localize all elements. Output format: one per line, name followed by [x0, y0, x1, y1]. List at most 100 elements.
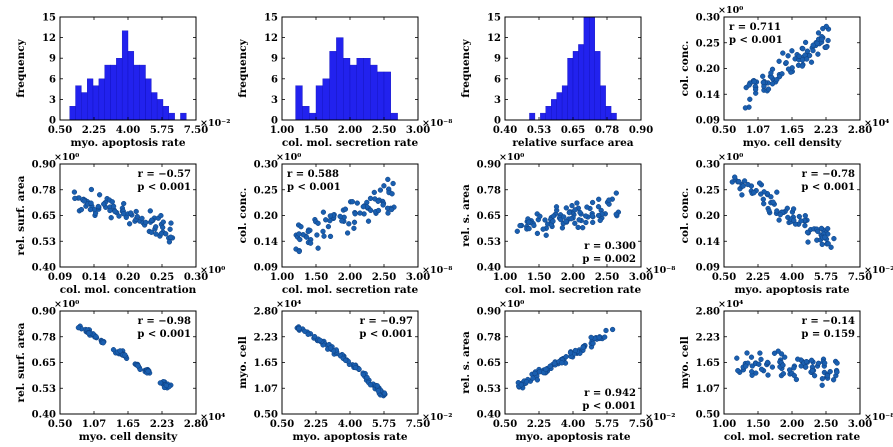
y-axis-label: frequency — [15, 38, 27, 97]
x-multiplier: ×10⁰ — [200, 265, 225, 276]
scatter-point — [561, 214, 567, 220]
y-tick-label: 15 — [42, 13, 56, 24]
y-axis-label: myo. cell — [237, 336, 249, 388]
x-tick-label: 1.00 — [270, 125, 294, 136]
scatter-point — [791, 372, 797, 379]
x-tick-label: 1.00 — [270, 272, 294, 283]
scatter-point — [551, 360, 558, 366]
scatter-point — [584, 204, 590, 210]
y-axis-label: frequency — [460, 38, 472, 97]
hist-bar — [540, 112, 546, 121]
chart-p3: 0.40 0.53 0.65 0.78 0.90 0 3 6 9 12 15 relative sur… — [460, 13, 653, 150]
x-axis-label: myo. apoptosis rate — [70, 137, 185, 149]
y-tick-label: 0.14 — [696, 90, 720, 101]
correlation-r-label: r = −0.14 — [802, 316, 855, 327]
scatter-point — [802, 222, 808, 229]
scatter-point — [580, 225, 586, 231]
x-tick-label: 5.75 — [814, 272, 838, 283]
scatter-point — [128, 210, 134, 216]
hist-bar — [556, 92, 563, 121]
scatter-point — [590, 340, 596, 347]
y-tick-label: 0 — [271, 116, 278, 127]
chart-p5: 0.09 0.14 0.20 0.25 0.30 0.40 0.53 0.65 0.78 0.90… — [15, 152, 225, 296]
scatter-point — [606, 197, 612, 203]
scatter-point — [758, 366, 765, 372]
scatter-point — [580, 344, 586, 350]
scatter-point — [342, 206, 349, 212]
x-tick-label: 0.65 — [561, 125, 585, 136]
scatter-point — [567, 350, 574, 356]
scatter-point — [815, 30, 822, 36]
scatter-point — [590, 219, 596, 226]
hist-bar — [561, 85, 568, 121]
scatter-point — [302, 328, 308, 334]
x-tick-label: 4.00 — [561, 419, 585, 430]
x-tick-label: 4.00 — [780, 272, 804, 283]
x-multiplier: ×10⁴ — [200, 412, 225, 423]
y-axis-label: rel. s. area — [460, 331, 472, 394]
y-tick-label: 3 — [271, 95, 278, 106]
y-tick-label: 6 — [271, 74, 278, 85]
y-tick-label: 0 — [494, 116, 501, 127]
scatter-point — [385, 176, 391, 183]
chart-p7: 1.00 1.50 2.00 2.50 3.00 0.40 0.53 0.65 0.78 0.90… — [460, 152, 675, 296]
hist-bar — [551, 99, 557, 121]
scatter-point — [71, 189, 78, 195]
scatter-point — [734, 355, 740, 361]
scatter-point — [380, 202, 386, 208]
scatter-point — [809, 368, 816, 374]
scatter-point — [122, 352, 128, 358]
scatter-point — [87, 206, 94, 213]
x-tick-label: 0.53 — [527, 125, 551, 136]
chart-p1: 0.50 2.25 4.00 5.75 7.50 0 3 6 9 12 15 myo. apoptos… — [15, 13, 230, 150]
scatter-point — [780, 362, 786, 368]
scatter-point — [158, 230, 164, 237]
scatter-point — [768, 70, 774, 76]
scatter-point — [574, 200, 580, 206]
x-tick-label: 2.00 — [338, 125, 362, 136]
x-tick-label: 2.50 — [372, 125, 396, 136]
y-tick-label: 2.80 — [254, 307, 278, 318]
x-tick-label: 7.50 — [406, 419, 430, 430]
y-tick-label: 0.50 — [254, 410, 278, 421]
y-tick-label: 0 — [49, 116, 56, 127]
hist-bar — [363, 58, 371, 121]
x-tick-label: 1.65 — [116, 419, 140, 430]
hist-bar — [377, 71, 385, 121]
scatter-point — [514, 228, 520, 234]
scatter-point — [139, 215, 145, 222]
scatter-point — [735, 367, 741, 374]
y-tick-label: 0.90 — [477, 307, 501, 318]
scatter-point — [160, 224, 166, 231]
hist-bar — [86, 78, 94, 121]
x-tick-label: 2.50 — [595, 272, 619, 283]
chart-p12: 1.00 1.50 2.00 2.50 3.00 0.50 1.07 1.65 2.23 2.80… — [679, 299, 893, 443]
scatter-point — [791, 217, 797, 224]
x-tick-label: 2.00 — [561, 272, 585, 283]
scatter-point — [798, 218, 804, 224]
x-tick-label: 2.23 — [814, 125, 838, 136]
y-axis-label: rel. s. area — [460, 184, 472, 247]
x-axis-label: myo. cell density — [79, 431, 178, 443]
scatter-point — [760, 79, 766, 86]
scatter-point — [517, 222, 523, 229]
scatter-point — [126, 221, 133, 227]
scatter-point — [523, 379, 530, 385]
scatter-point — [597, 217, 603, 224]
scatter-point — [804, 56, 810, 62]
y-tick-label: 1.65 — [696, 358, 720, 369]
correlation-r-label: r = 0.300 — [584, 241, 636, 252]
scatter-point — [320, 228, 326, 235]
scatter-point — [744, 350, 750, 356]
scatter-point — [303, 234, 310, 240]
scatter-point — [550, 213, 557, 219]
correlation-r-label: r = −0.57 — [138, 169, 191, 180]
hist-bar — [529, 112, 536, 121]
hist-bar — [168, 112, 175, 121]
scatter-point — [568, 216, 574, 222]
scatter-point — [765, 86, 772, 92]
scatter-point — [760, 73, 766, 79]
hist-bar — [162, 106, 170, 121]
scatter-point — [790, 206, 797, 212]
y-tick-label: 0.30 — [254, 160, 278, 171]
